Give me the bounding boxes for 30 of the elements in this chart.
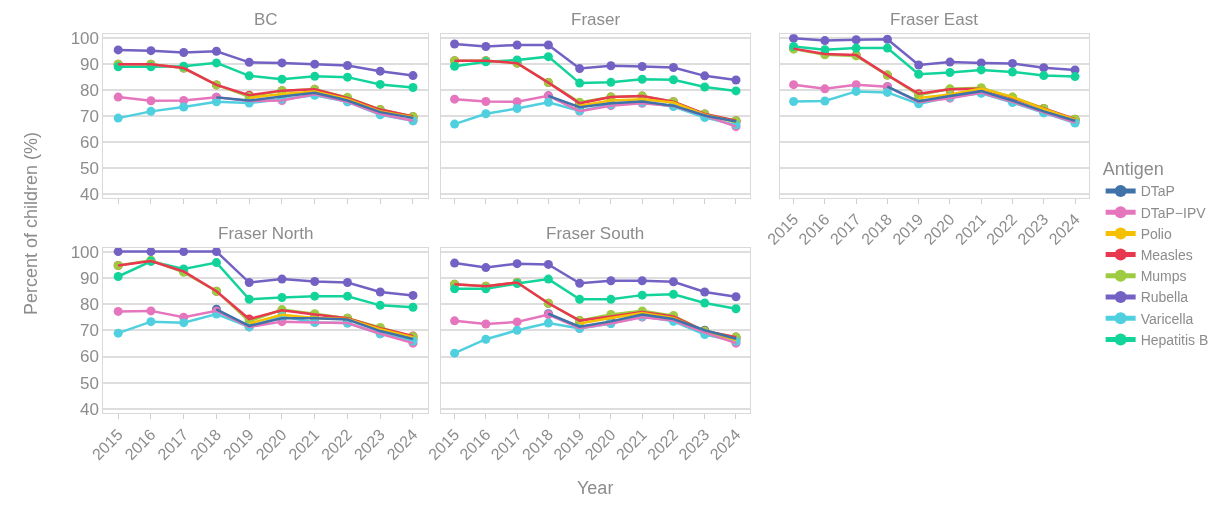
- y-tick-label: 80: [80, 295, 100, 315]
- chart-title: Fraser North: [218, 224, 314, 243]
- legend-label: Hepatitis B: [1140, 331, 1209, 348]
- x-axis-title: Year: [577, 478, 614, 498]
- legend-title: Antigen: [1102, 159, 1164, 180]
- y-tick-label: 40: [80, 399, 100, 419]
- y-tick-label: 70: [80, 321, 100, 341]
- y-tick-label: 60: [80, 347, 100, 367]
- legend-label: Measles: [1140, 247, 1193, 264]
- legend-label: Polio: [1140, 225, 1172, 242]
- y-tick-label: 70: [80, 106, 100, 126]
- y-tick-label: 50: [80, 373, 100, 393]
- legend-label: Mumps: [1140, 268, 1187, 285]
- chart-title: Fraser South: [546, 224, 645, 243]
- chart-title: Fraser: [571, 10, 621, 29]
- y-tick-label: 40: [80, 184, 100, 204]
- y-tick-label: 60: [80, 132, 100, 152]
- y-tick-label: 100: [70, 29, 100, 49]
- chart-title: Fraser East: [890, 10, 979, 29]
- chart-title: BC: [254, 10, 278, 29]
- y-tick-label: 90: [80, 268, 100, 288]
- legend-label: Varicella: [1140, 310, 1194, 327]
- y-tick-label: 90: [80, 55, 100, 75]
- legend-label: DTaP−IPV: [1140, 204, 1207, 221]
- y-tick-label: 80: [80, 81, 100, 101]
- legend-label: Rubella: [1140, 289, 1189, 306]
- y-axis-title: Percent of children (%): [20, 132, 41, 316]
- y-tick-label: 50: [80, 158, 100, 178]
- y-tick-label: 100: [70, 242, 100, 262]
- legend-label: DTaP: [1140, 183, 1175, 200]
